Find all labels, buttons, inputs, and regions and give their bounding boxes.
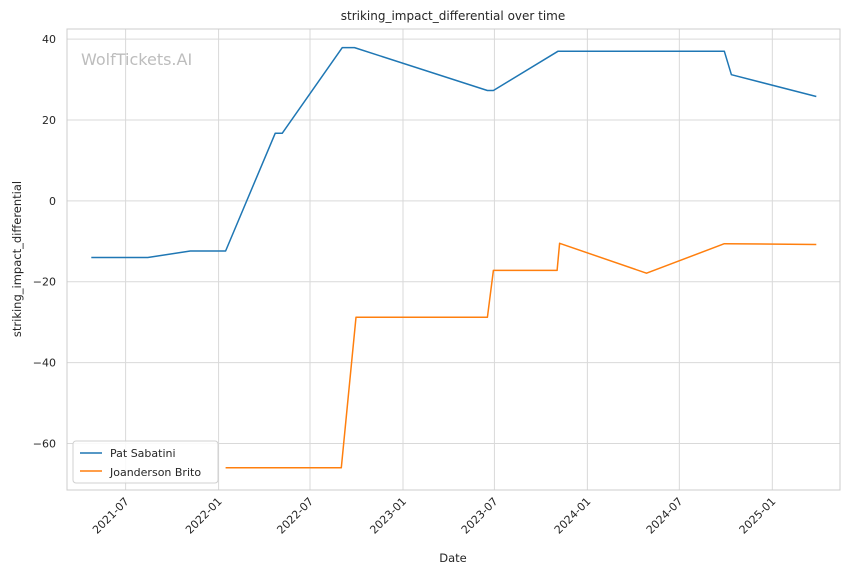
series-line-pat-sabatini: [91, 46, 817, 259]
y-tick-labels: 40 20 0 −20 −40 −60: [33, 33, 56, 450]
y-gridlines: [67, 38, 840, 444]
legend-label-pat-sabatini: Pat Sabatini: [110, 447, 176, 460]
x-tick-label: 2025-01: [737, 495, 779, 537]
y-tick-label: 0: [49, 195, 56, 208]
y-tick-label: 20: [42, 114, 56, 127]
plot-area-frame: [66, 28, 841, 491]
x-tick-label: 2022-07: [274, 495, 316, 537]
x-tick-label: 2021-07: [90, 495, 132, 537]
x-tick-label: 2023-01: [367, 495, 409, 537]
y-tick-label: −60: [33, 437, 56, 450]
x-gridlines: [125, 29, 773, 490]
legend-label-joanderson-brito: Joanderson Brito: [109, 466, 201, 479]
x-tick-labels: 2021-07 2022-01 2022-07 2023-01 2023-07 2024-…: [90, 495, 778, 537]
series-lines: [91, 46, 817, 469]
y-tick-label: −20: [33, 276, 56, 289]
y-axis-label: striking_impact_differential: [10, 181, 24, 337]
x-axis-label: Date: [439, 551, 467, 565]
legend-box: [72, 440, 219, 484]
x-tick-label: 2024-07: [644, 495, 686, 537]
x-tick-label: 2023-07: [459, 495, 501, 537]
x-tick-label: 2022-01: [183, 495, 225, 537]
chart-title: striking_impact_differential over time: [341, 9, 566, 23]
y-tick-label: −40: [33, 357, 56, 370]
watermark: WolfTickets.AI: [81, 50, 192, 69]
y-tick-label: 40: [42, 33, 56, 46]
series-line-joanderson-brito: [225, 242, 817, 469]
x-tick-label: 2024-01: [552, 495, 594, 537]
legend: Pat Sabatini Joanderson Brito: [72, 440, 219, 484]
